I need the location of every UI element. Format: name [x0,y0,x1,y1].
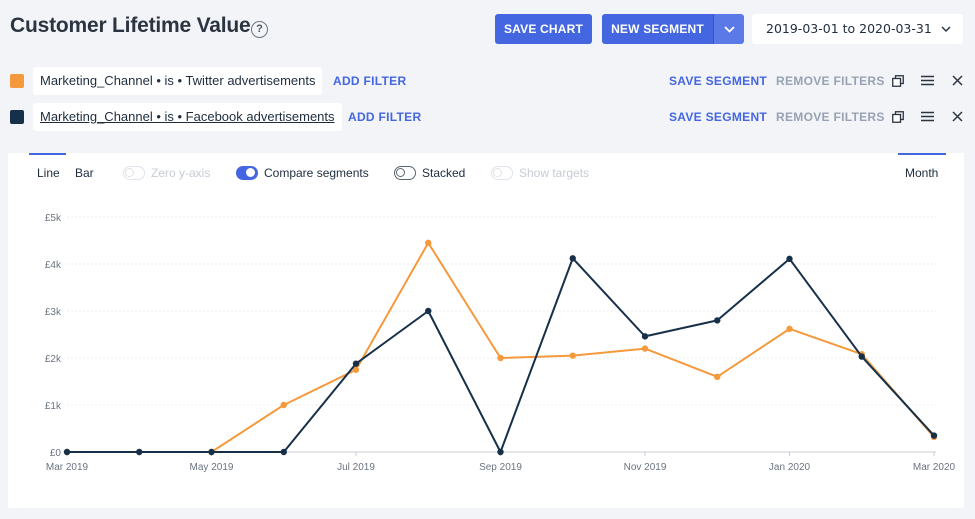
data-point [641,345,649,352]
x-tick-label: Sep 2019 [479,462,522,473]
data-point [858,353,865,360]
interval-month-selector[interactable]: Month [905,166,939,180]
page-title: Customer Lifetime Value [10,14,251,37]
x-tick-label: Jan 2020 [769,462,811,473]
stacked-label: Stacked [422,166,466,180]
line-tab-indicator [29,153,66,155]
chevron-down-icon [941,26,951,33]
y-tick-label: £3k [45,307,62,318]
add-filter-button[interactable]: ADD FILTER [348,110,422,124]
x-tick-label: Mar 2019 [46,462,89,473]
data-point [280,401,287,409]
close-icon[interactable] [952,111,963,122]
tab-line[interactable]: Line [37,166,60,180]
date-range-value: 2019-03-01 to 2020-03-31 [766,21,932,36]
data-point [786,255,793,263]
chart-panel: Line Bar Zero y-axis Compare segments St… [8,153,964,508]
zero-y-axis-label: Zero y-axis [151,166,211,180]
data-point [497,448,504,456]
show-targets-label: Show targets [519,166,590,180]
menu-icon[interactable] [921,111,934,122]
series-line-1 [67,241,935,453]
segment-filter-pill[interactable]: Marketing_Channel • is • Twitter adverti… [33,67,323,95]
segment-filter-pill[interactable]: Marketing_Channel • is • Facebook advert… [33,103,342,131]
copy-icon[interactable] [892,111,904,123]
month-tab-indicator [898,153,946,155]
data-point [425,239,432,247]
x-tick-label: Nov 2019 [624,462,667,473]
data-point [786,325,793,333]
remove-filters-button[interactable]: REMOVE FILTERS [776,110,885,124]
zero-y-axis-toggle[interactable] [123,166,145,180]
data-point [714,373,721,380]
data-point [569,352,576,359]
new-segment-dropdown-button[interactable] [713,14,744,44]
help-icon[interactable]: ? [251,21,268,38]
y-tick-label: £0 [50,448,62,459]
line-chart: £0 £1k £2k £3k £4k £5k Mar 2019 May 2019 Jul 201… [45,213,956,473]
segment-color-swatch [10,110,24,124]
segment-row: Marketing_Channel • is • Facebook advert… [0,103,975,131]
data-point [714,317,721,324]
new-segment-button[interactable]: NEW SEGMENT [602,14,713,44]
remove-filters-button[interactable]: REMOVE FILTERS [776,74,885,88]
data-point [208,448,215,456]
menu-icon[interactable] [921,75,934,86]
stacked-toggle[interactable] [394,166,416,180]
data-point [352,360,360,367]
data-point [136,448,143,456]
x-tick-label: May 2019 [190,462,234,473]
x-tick-label: Mar 2020 [913,462,956,473]
compare-segments-label: Compare segments [264,166,369,180]
save-chart-button[interactable]: SAVE CHART [495,14,592,44]
data-point [641,333,649,340]
y-tick-label: £2k [45,354,62,365]
chevron-down-icon [724,26,735,33]
data-point [425,307,432,315]
add-filter-button[interactable]: ADD FILTER [333,74,407,88]
save-segment-button[interactable]: SAVE SEGMENT [669,74,768,88]
tab-bar[interactable]: Bar [75,166,94,180]
close-icon[interactable] [952,75,963,86]
date-range-picker[interactable]: 2019-03-01 to 2020-03-31 [752,14,963,44]
data-point [280,448,287,456]
segment-row: Marketing_Channel • is • Twitter adverti… [0,67,975,95]
show-targets-toggle[interactable] [491,166,513,180]
segment-color-swatch [10,74,24,88]
data-point [569,255,576,262]
y-tick-label: £5k [45,213,62,224]
x-tick-label: Jul 2019 [337,462,375,473]
data-point [930,432,938,439]
data-point [63,448,71,456]
copy-icon[interactable] [892,75,904,87]
data-point [497,354,504,362]
compare-segments-toggle[interactable] [236,166,258,180]
y-tick-label: £4k [45,260,62,271]
data-point [352,366,360,373]
y-tick-label: £1k [45,401,62,412]
save-segment-button[interactable]: SAVE SEGMENT [669,110,768,124]
